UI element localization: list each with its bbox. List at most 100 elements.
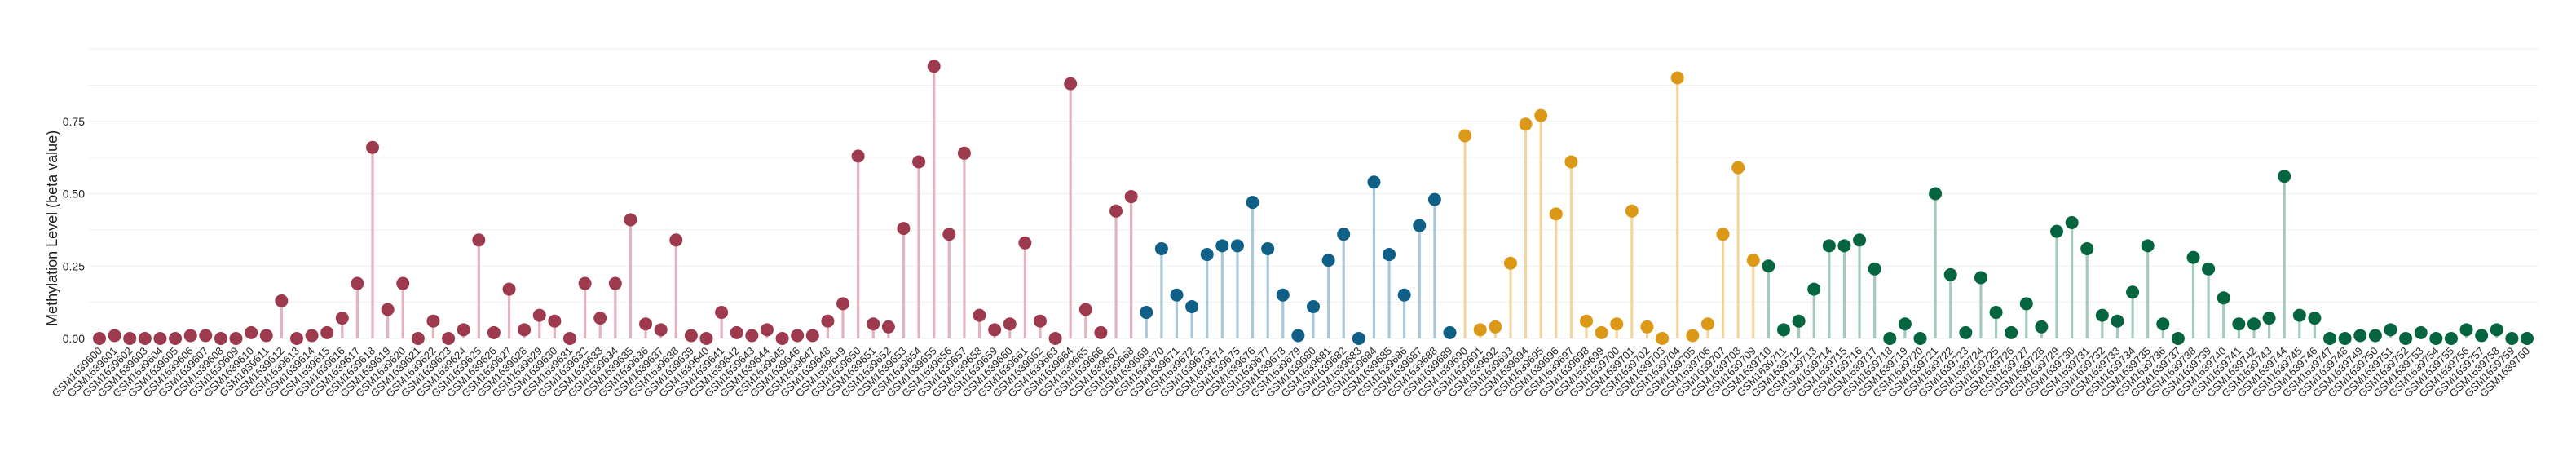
lollipop-point <box>821 314 835 328</box>
lollipop-point <box>108 329 121 343</box>
lollipop-point <box>259 329 273 343</box>
lollipop-point <box>2384 323 2397 337</box>
lollipop-point <box>1352 332 1365 345</box>
lollipop-point <box>1959 325 1973 339</box>
lollipop-point <box>2186 250 2200 264</box>
lollipop-point <box>2521 332 2534 345</box>
lollipop-point <box>1807 282 1821 296</box>
lollipop-point <box>2111 314 2124 328</box>
lollipop-point <box>1700 317 1714 331</box>
lollipop-point <box>988 323 1002 337</box>
lollipop-point <box>1595 325 1608 339</box>
lollipop-point <box>2338 332 2352 345</box>
lollipop-point <box>381 303 395 316</box>
lollipop-point <box>1974 271 1987 285</box>
lollipop-point <box>532 308 546 322</box>
lollipop-point <box>199 329 213 343</box>
lollipop-point <box>2414 325 2428 339</box>
lollipop-point <box>2247 317 2261 331</box>
lollipop-point <box>2444 332 2458 345</box>
lollipop-point <box>1656 332 1670 345</box>
lollipop-point <box>1564 155 1578 169</box>
y-tick-label: 0.25 <box>63 259 85 272</box>
lollipop-point <box>867 317 880 331</box>
lollipop-point <box>942 228 956 241</box>
lollipop-point <box>1640 320 1654 334</box>
lollipop-point <box>153 332 167 345</box>
lollipop-point <box>1853 233 1867 247</box>
lollipop-point <box>912 155 926 169</box>
lollipop-point <box>1109 204 1123 218</box>
lollipop-point <box>1094 325 1108 339</box>
lollipop-point <box>2065 216 2079 229</box>
lollipop-point <box>1989 306 2003 320</box>
lollipop-point <box>1731 161 1745 175</box>
lollipop-point <box>93 332 106 345</box>
lollipop-point <box>1185 299 1199 313</box>
lollipop-point <box>2292 308 2306 322</box>
lollipop-point <box>138 332 152 345</box>
y-tick-label: 0.75 <box>63 115 85 128</box>
lollipop-point <box>1413 219 1427 232</box>
lollipop-point <box>1503 256 1517 270</box>
lollipop-point <box>730 325 743 339</box>
lollipop-point <box>2202 262 2216 276</box>
lollipop-point <box>1610 317 1624 331</box>
lollipop-point <box>957 146 971 160</box>
lollipop-point <box>1776 323 1790 337</box>
lollipop-point <box>1048 332 1062 345</box>
lollipop-point <box>1383 248 1396 262</box>
lollipop-point <box>639 317 653 331</box>
lollipop-point <box>1397 288 1411 302</box>
lollipop-point <box>487 325 501 339</box>
lollipop-point <box>1534 108 1548 122</box>
lollipop-point <box>2005 325 2018 339</box>
lollipop-point <box>1625 204 1639 218</box>
lollipop-point <box>289 332 303 345</box>
lollipop-point <box>548 314 562 328</box>
lollipop-point <box>1367 175 1381 189</box>
lollipop-point <box>745 329 759 343</box>
lollipop-point <box>2262 312 2276 325</box>
lollipop-point <box>1307 299 1320 313</box>
lollipop-point <box>1929 187 1943 201</box>
lollipop-point <box>1458 129 1472 143</box>
lollipop-point <box>897 222 911 236</box>
lollipop-point <box>669 233 683 247</box>
lollipop-point <box>624 213 637 227</box>
lollipop-point <box>2019 297 2033 311</box>
lollipop-point <box>1943 267 1957 281</box>
lollipop-point <box>1246 196 1259 210</box>
lollipop-point <box>775 332 789 345</box>
lollipop-point <box>1580 314 1594 328</box>
lollipop-point <box>1200 248 1214 262</box>
lollipop-point <box>1261 241 1275 255</box>
lollipop-point <box>1913 332 1927 345</box>
lollipop-point <box>2399 332 2413 345</box>
lollipop-point <box>502 282 516 296</box>
lollipop-point <box>426 314 440 328</box>
lollipop-point <box>351 276 364 290</box>
lollipop-point <box>366 140 380 154</box>
lollipop-point <box>715 306 729 320</box>
lollipop-point <box>1489 320 1502 334</box>
lollipop-point <box>684 329 698 343</box>
lollipop-point <box>791 329 805 343</box>
lollipop-point <box>411 332 425 345</box>
lollipop-point <box>1762 259 1775 273</box>
lollipop-point <box>2308 312 2322 325</box>
lollipop-point <box>2095 308 2109 322</box>
lollipop-point <box>593 312 607 325</box>
lollipop-point <box>1321 254 1335 267</box>
lollipop-point <box>2353 329 2367 343</box>
lollipop-point <box>335 312 349 325</box>
lollipop-point <box>1792 314 1806 328</box>
lollipop-point <box>1064 77 1078 91</box>
lollipop-point <box>214 332 227 345</box>
lollipop-point <box>1140 306 1153 320</box>
lollipop-point <box>805 329 819 343</box>
lollipop-point <box>1170 288 1184 302</box>
lollipop-point <box>518 323 532 337</box>
lollipop-point <box>881 320 895 334</box>
